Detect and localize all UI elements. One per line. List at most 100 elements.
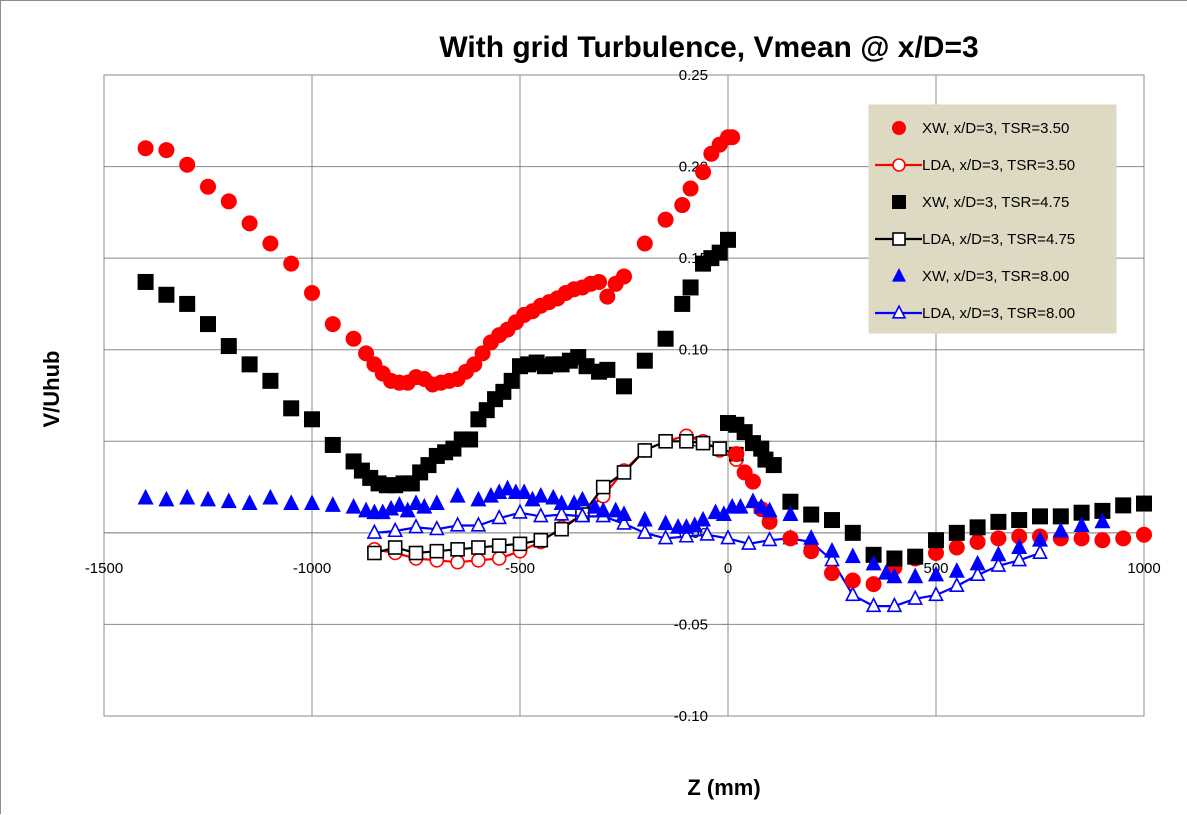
- series-2: [137, 231, 1152, 567]
- data-point: [1136, 526, 1152, 543]
- data-point: [578, 358, 595, 375]
- data-point: [499, 479, 516, 496]
- data-point: [607, 501, 624, 518]
- data-point: [886, 596, 903, 613]
- data-point: [471, 553, 486, 568]
- data-point: [711, 244, 728, 261]
- data-point: [158, 286, 175, 303]
- x-tick-label: 1000: [1127, 560, 1160, 577]
- data-point: [283, 255, 300, 272]
- series-4: [137, 479, 1111, 584]
- data-point: [1011, 528, 1028, 545]
- data-point: [886, 550, 903, 567]
- data-point: [720, 231, 736, 248]
- data-point: [657, 330, 674, 347]
- data-point: [179, 295, 196, 312]
- data-point: [616, 514, 632, 530]
- data-point: [907, 589, 924, 605]
- data-point: [345, 330, 362, 347]
- data-point: [470, 516, 487, 532]
- x-axis-label: Z (mm): [687, 775, 760, 800]
- data-point: [283, 494, 300, 510]
- data-point: [324, 436, 341, 453]
- legend-item: LDA, x/D=3, TSR=4.75: [875, 231, 1075, 248]
- data-point: [450, 542, 465, 557]
- data-point: [658, 433, 673, 449]
- data-point: [803, 529, 820, 545]
- data-point: [470, 490, 487, 507]
- data-point: [678, 527, 695, 543]
- legend-box: [868, 104, 1117, 334]
- data-point: [695, 510, 712, 527]
- data-point: [1032, 543, 1048, 560]
- data-point: [449, 487, 466, 503]
- data-point: [679, 433, 694, 449]
- data-point: [324, 316, 341, 333]
- data-point: [1052, 508, 1069, 525]
- plot-area-frame: [103, 74, 1145, 717]
- data-point: [586, 498, 603, 514]
- y-tick-label: 0.10: [679, 342, 708, 359]
- data-point: [616, 378, 632, 395]
- data-point: [803, 543, 820, 560]
- data-point: [720, 529, 736, 545]
- data-point: [428, 519, 445, 536]
- data-point: [761, 513, 778, 530]
- data-point: [200, 490, 216, 507]
- data-point: [1094, 502, 1111, 519]
- data-point: [1136, 495, 1152, 512]
- data-point: [553, 494, 570, 510]
- data-point: [512, 536, 528, 552]
- data-point: [636, 235, 653, 252]
- data-point: [450, 554, 465, 570]
- data-point: [928, 585, 944, 602]
- data-point: [695, 435, 711, 451]
- data-point: [699, 525, 716, 541]
- data-point: [744, 473, 761, 490]
- data-point: [200, 178, 216, 195]
- y-tick-label: -0.10: [674, 708, 708, 725]
- data-point: [474, 345, 491, 362]
- data-point: [1073, 516, 1090, 532]
- data-point: [765, 457, 782, 474]
- data-point: [990, 530, 1007, 547]
- data-point: [503, 372, 520, 389]
- data-point: [220, 492, 237, 509]
- data-point: [732, 498, 749, 514]
- legend-marker: [892, 121, 906, 135]
- y-tick-label: -0.05: [674, 616, 708, 633]
- data-point: [429, 543, 445, 559]
- data-point: [715, 505, 732, 521]
- data-point: [553, 505, 570, 521]
- data-point: [1094, 512, 1111, 529]
- data-point: [744, 492, 761, 509]
- data-point: [591, 273, 608, 290]
- data-point: [241, 215, 258, 232]
- data-point: [928, 532, 944, 549]
- data-point: [1011, 512, 1028, 529]
- legend-marker: [892, 195, 906, 209]
- data-point: [304, 494, 320, 510]
- data-point: [408, 518, 424, 534]
- legend-items: XW, x/D=3, TSR=3.50 LDA, x/D=3, TSR=3.50 X…: [875, 120, 1075, 322]
- legend-item: XW, x/D=3, TSR=8.00: [892, 267, 1069, 285]
- data-point: [345, 498, 362, 514]
- data-point: [545, 488, 562, 505]
- data-point: [220, 338, 237, 355]
- data-point: [824, 512, 840, 529]
- legend: XW, x/D=3, TSR=3.50 LDA, x/D=3, TSR=3.50 X…: [868, 104, 1117, 334]
- data-point: [990, 556, 1007, 572]
- data-point: [449, 516, 466, 532]
- data-point: [428, 494, 445, 510]
- data-point: [387, 521, 404, 538]
- data-point: [262, 488, 279, 505]
- series-0: [137, 129, 1152, 593]
- data-point: [367, 545, 382, 561]
- data-point: [408, 494, 424, 510]
- data-point: [1073, 504, 1090, 521]
- data-point: [969, 519, 986, 536]
- legend-item: XW, x/D=3, TSR=4.75: [892, 194, 1069, 211]
- data-point: [657, 529, 674, 545]
